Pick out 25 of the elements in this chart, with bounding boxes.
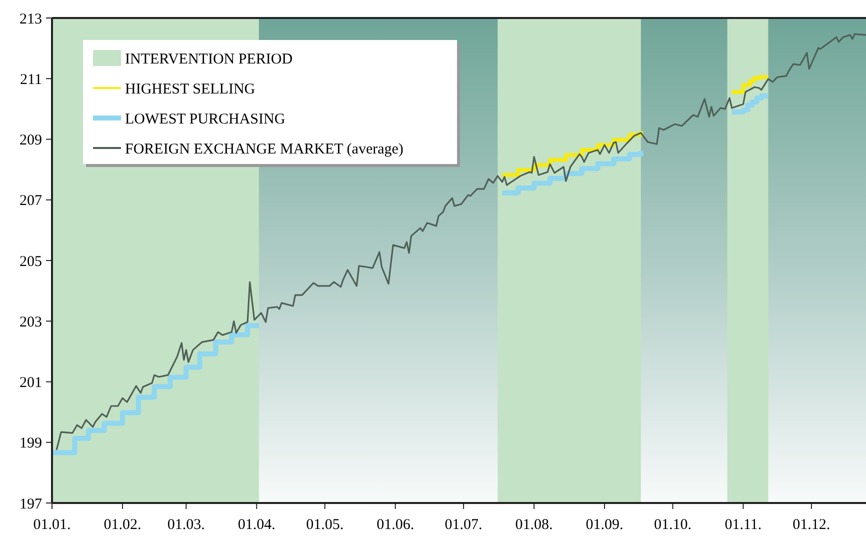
x-tick-label: 01.02.	[104, 517, 142, 533]
y-tick-label: 203	[20, 314, 42, 330]
x-tick-label: 01.06.	[376, 517, 414, 533]
x-tick-label: 01.12.	[792, 517, 830, 533]
band-label: INTERVENTION PERIOD	[125, 51, 293, 68]
x-tick-label: 01.01.	[33, 517, 71, 533]
legend-label: LOWEST PURCHASING	[125, 111, 286, 128]
y-tick-label: 199	[20, 436, 42, 452]
y-tick-label: 213	[20, 11, 42, 28]
legend-label: FOREIGN EXCHANGE MARKET (average)	[125, 141, 404, 158]
y-tick-label: 197	[20, 496, 42, 512]
x-tick-label: 01.04.	[238, 517, 276, 533]
x-tick-label: 01.09.	[586, 517, 624, 533]
x-tick-label: 01.11.	[724, 517, 762, 533]
y-tick-label: 207	[20, 193, 42, 210]
x-tick-label: 01.08.	[515, 517, 553, 533]
y-tick-label: 201	[20, 375, 42, 391]
x-tick-label: 01.10.	[654, 517, 692, 533]
y-tick-label: 209	[20, 132, 42, 148]
x-tick-label: 01.07.	[444, 517, 482, 533]
y-tick-label: 211	[20, 72, 42, 88]
y-tick-label: 205	[20, 254, 42, 270]
legend-label: HIGHEST SELLING	[125, 81, 256, 98]
x-tick-label: 01.03.	[167, 517, 205, 533]
x-tick-label: 01.05.	[306, 517, 344, 533]
